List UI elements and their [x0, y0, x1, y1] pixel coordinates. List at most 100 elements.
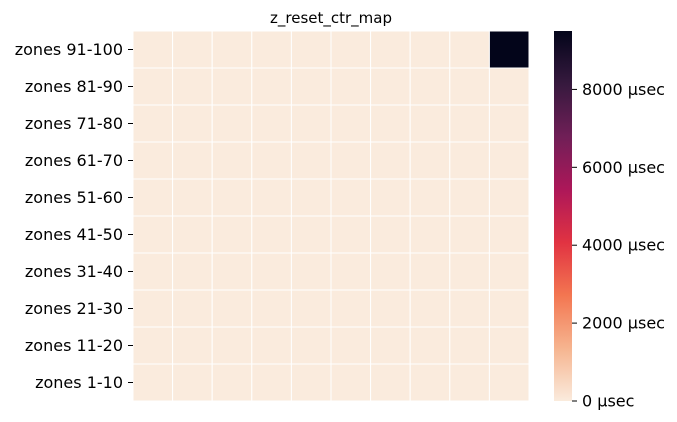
- heatmap-cell: [211, 67, 253, 106]
- heatmap-cell: [251, 67, 292, 106]
- row-label: zones 1-10: [35, 373, 123, 392]
- heatmap-cell: [211, 30, 253, 69]
- heatmap-cell: [488, 252, 530, 291]
- heatmap-cell: [132, 215, 174, 254]
- heatmap-cell: [449, 326, 490, 365]
- heatmap-cell: [290, 252, 332, 291]
- heatmap-cell: [172, 363, 213, 402]
- heatmap-cell: [409, 289, 451, 328]
- heatmap-cell: [488, 30, 530, 69]
- heatmap-cell: [251, 141, 292, 180]
- heatmap-cell: [370, 326, 411, 365]
- row-labels: zones 91-100 zones 81-90 zones 71-80 zones …: [15, 40, 133, 392]
- heatmap-cell: [488, 363, 530, 402]
- heatmap-cell: [172, 289, 213, 328]
- heatmap-cell: [449, 178, 490, 217]
- colorbar-tick-label: 6000 µsec: [582, 158, 665, 177]
- heatmap-cell: [132, 30, 174, 69]
- heatmap-cell: [290, 30, 332, 69]
- heatmap-cell: [172, 30, 213, 69]
- row-label: zones 21-30: [25, 299, 123, 318]
- heatmap-cell: [290, 289, 332, 328]
- heatmap-cell: [409, 326, 451, 365]
- heatmap-cell: [211, 326, 253, 365]
- colorbar: [554, 31, 572, 401]
- colorbar-tick-label: 0 µsec: [582, 392, 634, 411]
- heatmap-cell: [488, 104, 530, 143]
- heatmap-cell: [211, 178, 253, 217]
- heatmap-cell: [330, 30, 372, 69]
- heatmap-cell: [132, 289, 174, 328]
- row-label: zones 71-80: [25, 114, 123, 133]
- heatmap-cell: [409, 215, 451, 254]
- colorbar-tick-label: 8000 µsec: [582, 80, 665, 99]
- heatmap-cell: [409, 30, 451, 69]
- heatmap-cells: [132, 30, 530, 402]
- heatmap-cell: [370, 178, 411, 217]
- heatmap-cell: [488, 141, 530, 180]
- heatmap-cell: [370, 141, 411, 180]
- heatmap-cell: [370, 215, 411, 254]
- heatmap-cell: [251, 289, 292, 328]
- heatmap-cell: [370, 252, 411, 291]
- heatmap-cell: [132, 67, 174, 106]
- colorbar-tick-label: 2000 µsec: [582, 314, 665, 333]
- heatmap-cell: [449, 141, 490, 180]
- heatmap-cell: [409, 104, 451, 143]
- row-label: zones 31-40: [25, 262, 123, 281]
- heatmap-cell: [409, 363, 451, 402]
- heatmap-cell: [132, 178, 174, 217]
- heatmap-cell: [330, 363, 372, 402]
- heatmap-cell: [172, 252, 213, 291]
- heatmap-cell: [330, 67, 372, 106]
- heatmap-cell: [251, 215, 292, 254]
- row-label: zones 91-100: [15, 40, 123, 59]
- heatmap-cell: [290, 141, 332, 180]
- row-label: zones 61-70: [25, 151, 123, 170]
- heatmap-cell: [370, 363, 411, 402]
- heatmap-cell: [290, 215, 332, 254]
- row-label: zones 81-90: [25, 77, 123, 96]
- heatmap-cell: [449, 363, 490, 402]
- heatmap-cell: [409, 141, 451, 180]
- heatmap-cell: [172, 104, 213, 143]
- row-label: zones 41-50: [25, 225, 123, 244]
- heatmap-cell: [211, 289, 253, 328]
- heatmap-cell: [370, 30, 411, 69]
- heatmap-cell: [132, 326, 174, 365]
- heatmap-cell: [488, 67, 530, 106]
- heatmap-cell: [290, 104, 332, 143]
- heatmap-cell: [330, 141, 372, 180]
- heatmap-cell: [132, 252, 174, 291]
- colorbar-ticks: 0 µsec 2000 µsec 4000 µsec 6000 µsec 8000 µs…: [572, 80, 665, 411]
- heatmap-cell: [172, 326, 213, 365]
- heatmap-cell: [449, 67, 490, 106]
- heatmap-cell: [488, 326, 530, 365]
- heatmap-cell: [370, 67, 411, 106]
- heatmap-cell: [172, 178, 213, 217]
- heatmap-cell: [409, 252, 451, 291]
- heatmap-cell: [251, 178, 292, 217]
- heatmap-cell: [132, 141, 174, 180]
- heatmap-cell: [330, 289, 372, 328]
- heatmap-cell: [330, 326, 372, 365]
- heatmap-cell: [251, 30, 292, 69]
- row-label: zones 51-60: [25, 188, 123, 207]
- heatmap-cell: [132, 104, 174, 143]
- heatmap-cell: [290, 67, 332, 106]
- heatmap-cell: [488, 178, 530, 217]
- heatmap-cell: [370, 104, 411, 143]
- heatmap-cell: [449, 252, 490, 291]
- heatmap-cell: [370, 289, 411, 328]
- heatmap-cell: [132, 363, 174, 402]
- chart-title: z_reset_ctr_map: [270, 9, 392, 28]
- heatmap-cell: [449, 289, 490, 328]
- heatmap-cell: [251, 252, 292, 291]
- heatmap-cell: [290, 363, 332, 402]
- heatmap-cell: [488, 289, 530, 328]
- heatmap-cell: [449, 104, 490, 143]
- colorbar-tick-label: 4000 µsec: [582, 236, 665, 255]
- heatmap-cell: [211, 363, 253, 402]
- heatmap-cell: [211, 104, 253, 143]
